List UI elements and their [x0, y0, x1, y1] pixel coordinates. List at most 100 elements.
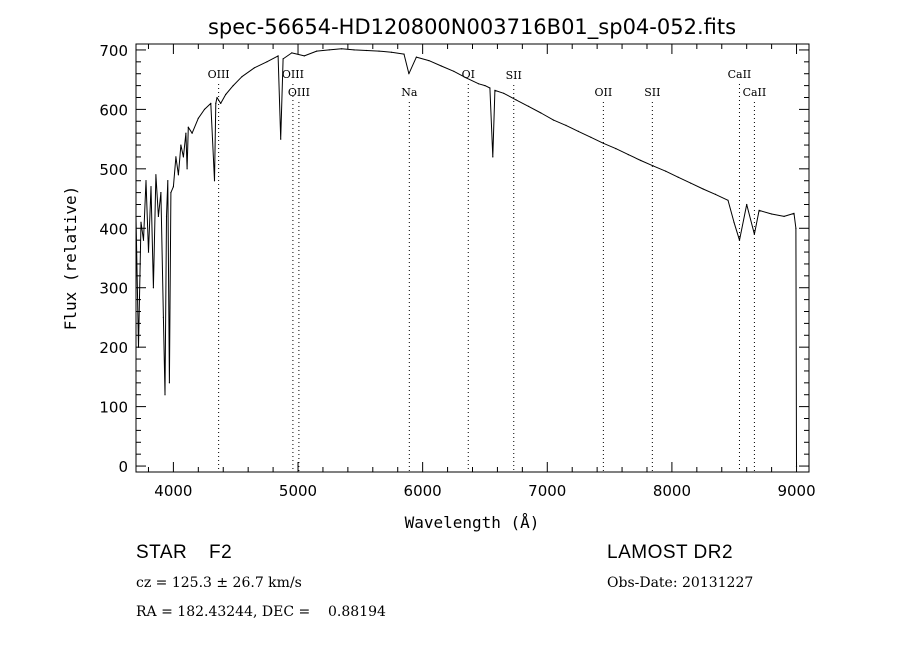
spectrum-point	[440, 65, 442, 67]
spectrum-point	[484, 85, 486, 87]
spectrum-point	[690, 182, 692, 184]
spectrum-series	[135, 48, 798, 467]
spectrum-point	[291, 52, 293, 54]
line-marker-label: OII	[595, 86, 613, 99]
sky-coordinates: RA = 182.43244, DEC = 0.88194	[136, 604, 386, 620]
spectrum-point	[170, 192, 172, 194]
redshift-velocity: cz = 125.3 ± 26.7 km/s	[136, 575, 302, 591]
spectrum-point	[702, 188, 704, 190]
spectrum-line	[135, 48, 797, 467]
spectrum-point	[182, 156, 184, 158]
line-marker-label: Na	[401, 86, 418, 99]
spectrum-point	[627, 154, 629, 156]
emission-line-markers: OIII OIII OIII Na OI SII OII SII CaII CaII	[208, 68, 767, 472]
spectrum-point	[453, 70, 455, 72]
spectrum-point	[341, 48, 343, 50]
spectrum-point	[316, 50, 318, 52]
chart-title: spec-56654-HD120800N003716B01_sp04-052.f…	[208, 15, 736, 40]
spectrum-point	[528, 105, 530, 107]
spectrum-point	[137, 346, 140, 348]
x-tick-label: 5000	[279, 482, 317, 500]
spectrum-point	[665, 170, 667, 172]
spectrum-point	[753, 233, 756, 235]
spectrum-point	[615, 148, 617, 150]
spectrum-point	[220, 102, 222, 104]
spectrum-point	[210, 102, 212, 104]
spectrum-point	[793, 212, 795, 214]
x-tick-label: 7000	[528, 482, 566, 500]
spectrum-point	[652, 165, 654, 167]
spectrum-point	[408, 73, 410, 75]
spectrum-point	[515, 99, 517, 101]
spectrum-point	[758, 209, 760, 211]
object-class: STAR	[136, 542, 188, 563]
spectrum-point	[157, 215, 159, 217]
spectrum-point	[180, 144, 182, 146]
spectrum-point	[590, 136, 592, 138]
spectrum-point	[216, 96, 218, 99]
line-marker-label: CaII	[743, 86, 767, 99]
spectrum-point	[577, 130, 580, 132]
spectrum-point	[165, 215, 168, 217]
spectrum-point	[795, 227, 797, 229]
line-marker-label: CaII	[728, 68, 752, 81]
spectrum-point	[177, 174, 179, 176]
spectrum-point	[185, 132, 187, 134]
spectrum-point	[353, 49, 355, 51]
spectrum-point	[266, 61, 268, 63]
spectrum-point	[282, 58, 284, 60]
spectral-subclass: F2	[209, 542, 233, 563]
plot-frame	[135, 43, 810, 473]
spectrum-point	[465, 77, 467, 79]
spectrum-point	[186, 168, 188, 170]
spectrum-point	[140, 221, 142, 223]
survey-name: LAMOST DR2	[607, 542, 734, 563]
spectrum-point	[378, 50, 380, 52]
line-marker-label: OIII	[208, 68, 230, 81]
spectrum-point	[142, 239, 145, 241]
spectrum-point	[746, 203, 748, 206]
spectrum-point	[172, 186, 174, 188]
spectrum-point	[565, 124, 567, 126]
spectrum-point	[191, 132, 193, 134]
spectrum-point	[602, 142, 605, 144]
spectrum-point	[328, 49, 330, 51]
spectrum-point	[727, 199, 729, 201]
line-marker-label: OIII	[288, 86, 310, 99]
line-marker-label: SII	[506, 69, 522, 82]
y-axis-label: Flux (relative)	[61, 186, 80, 331]
spectrum-point	[155, 174, 157, 176]
spectrum-point	[366, 49, 368, 52]
spectrum-point	[197, 117, 199, 119]
spectrum-point	[428, 60, 430, 62]
spectrum-point	[403, 53, 405, 55]
spectrum-point	[783, 215, 785, 217]
spectrum-point	[552, 119, 555, 121]
spectrum-point	[492, 156, 494, 158]
spectrum-point	[152, 287, 154, 289]
spectrum-point	[503, 92, 505, 94]
spectrum-point	[187, 126, 189, 128]
x-tick-label: 4000	[154, 482, 192, 500]
y-tick-label: 600	[99, 101, 128, 119]
spectrum-point	[280, 138, 282, 140]
spectrum-point	[677, 176, 679, 178]
spectrum-point	[771, 213, 773, 215]
y-tick-label: 400	[99, 220, 128, 238]
line-marker-label: OIII	[282, 68, 304, 81]
y-tick-label: 100	[99, 399, 128, 417]
spectrum-point	[540, 112, 542, 114]
spectrum-point	[225, 93, 227, 96]
spectrum-point	[175, 156, 177, 158]
x-tick-label: 6000	[404, 482, 442, 500]
spectrum-point	[213, 180, 216, 182]
observation-date: Obs-Date: 20131227	[607, 575, 754, 591]
y-tick-label: 300	[99, 280, 128, 298]
line-marker-label: OI	[462, 68, 475, 81]
spectrum-point	[203, 108, 206, 110]
spectrum-point	[167, 180, 169, 182]
spectrum-point	[147, 251, 150, 253]
x-tick-label: 8000	[653, 482, 691, 500]
spectrum-point	[162, 316, 164, 318]
